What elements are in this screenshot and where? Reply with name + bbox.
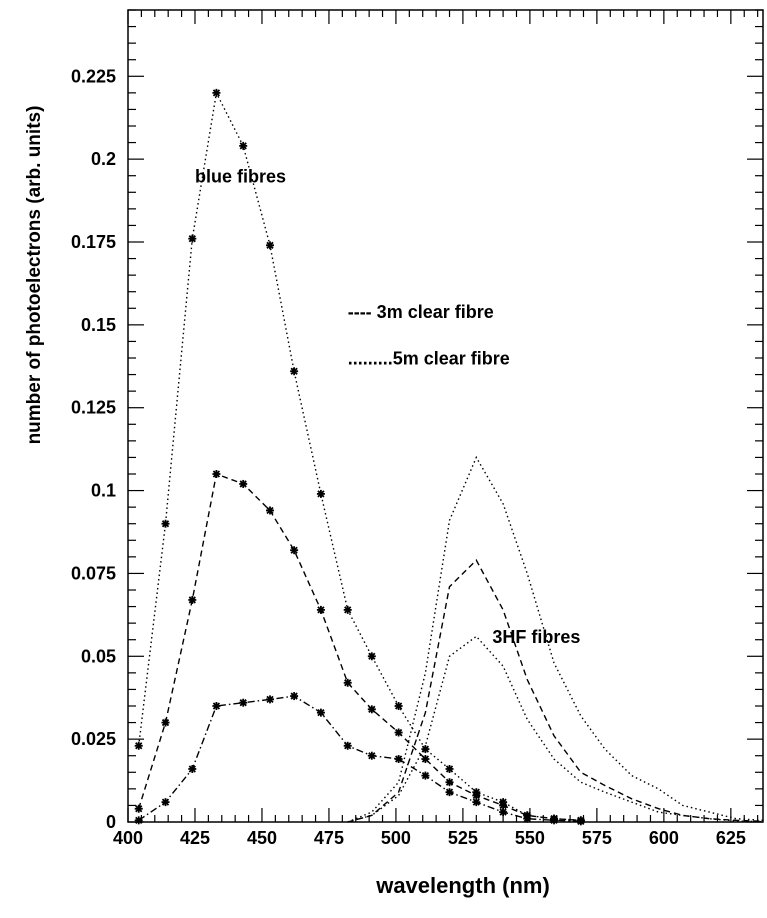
data-point xyxy=(266,695,275,704)
x-tick-label: 475 xyxy=(314,828,344,848)
x-tick-label: 500 xyxy=(381,828,411,848)
x-tick-label: 525 xyxy=(448,828,478,848)
data-point xyxy=(134,741,143,750)
data-point xyxy=(499,808,508,817)
data-point xyxy=(134,804,143,813)
data-point xyxy=(421,745,430,754)
data-point xyxy=(290,692,299,701)
annotations: blue fibres ---- 3m clear fibre .........5… xyxy=(195,166,580,647)
annotation: 3HF fibres xyxy=(492,627,580,647)
series-line-6 xyxy=(347,635,764,823)
data-point xyxy=(550,816,559,825)
data-point xyxy=(576,817,585,826)
data-point xyxy=(290,546,299,555)
y-tick-label: 0.125 xyxy=(71,398,116,418)
y-tick-label: 0.225 xyxy=(71,66,116,86)
series-line-4 xyxy=(347,455,764,823)
data-point xyxy=(290,367,299,376)
data-point xyxy=(367,705,376,714)
data-point xyxy=(394,728,403,737)
data-point xyxy=(343,678,352,687)
data-point xyxy=(394,755,403,764)
data-point xyxy=(161,718,170,727)
data-point xyxy=(239,698,248,707)
series-line-5 xyxy=(347,559,764,823)
data-point xyxy=(212,88,221,97)
data-point xyxy=(421,771,430,780)
data-point xyxy=(161,519,170,528)
data-point xyxy=(343,605,352,614)
data-point xyxy=(445,764,454,773)
data-point xyxy=(212,470,221,478)
x-tick-label: 450 xyxy=(247,828,277,848)
data-point xyxy=(188,234,197,243)
y-tick-label: 0.05 xyxy=(81,646,116,666)
data-point xyxy=(134,816,143,825)
data-point xyxy=(239,479,248,488)
series-line-3 xyxy=(138,695,581,822)
data-point xyxy=(343,741,352,750)
data-point xyxy=(316,605,325,614)
data-point xyxy=(239,141,248,150)
data-point xyxy=(394,702,403,710)
data-point xyxy=(445,778,454,787)
x-tick-label: 400 xyxy=(113,828,143,848)
y-tick-label: 0.075 xyxy=(71,563,116,583)
series-layer xyxy=(134,88,764,826)
data-point xyxy=(316,489,325,498)
data-point xyxy=(266,241,275,250)
y-axis-title: number of photoelectrons (arb. units) xyxy=(24,106,45,445)
data-point xyxy=(367,751,376,760)
y-tick-label: 0.15 xyxy=(81,315,116,335)
x-tick-label: 550 xyxy=(515,828,545,848)
data-point xyxy=(161,798,170,807)
annotation: ---- 3m clear fibre xyxy=(348,302,494,322)
axis-ticks xyxy=(127,9,763,823)
data-point xyxy=(188,764,197,773)
plot-frame xyxy=(127,9,764,823)
x-tick-label: 600 xyxy=(649,828,679,848)
y-tick-label: 0.2 xyxy=(91,149,116,169)
data-point xyxy=(212,702,221,710)
x-tick-label: 625 xyxy=(716,828,746,848)
data-point xyxy=(188,595,197,604)
data-point xyxy=(367,652,376,661)
data-point xyxy=(421,755,430,764)
annotation: blue fibres xyxy=(195,166,286,186)
data-point xyxy=(523,814,532,823)
annotation: .........5m clear fibre xyxy=(348,349,510,369)
data-point xyxy=(316,708,325,717)
data-point xyxy=(472,798,481,807)
x-tick-label: 575 xyxy=(582,828,612,848)
series-line-1 xyxy=(138,90,581,821)
x-tick-label: 425 xyxy=(180,828,210,848)
series-line-2 xyxy=(138,473,581,821)
x-axis-title: wavelength (nm) xyxy=(375,873,550,898)
y-tick-label: 0.025 xyxy=(71,729,116,749)
y-tick-label: 0 xyxy=(106,812,116,832)
y-tick-label: 0.175 xyxy=(71,232,116,252)
data-point xyxy=(445,788,454,797)
x-tick-labels: 400 425 450 475 500 525 550 575 600 625 xyxy=(113,828,746,848)
data-point xyxy=(266,506,275,515)
y-tick-labels: 0 0.025 0.05 0.075 0.1 0.125 0.15 0.175 0.2 0.225 xyxy=(71,66,116,832)
y-tick-label: 0.1 xyxy=(91,481,116,501)
